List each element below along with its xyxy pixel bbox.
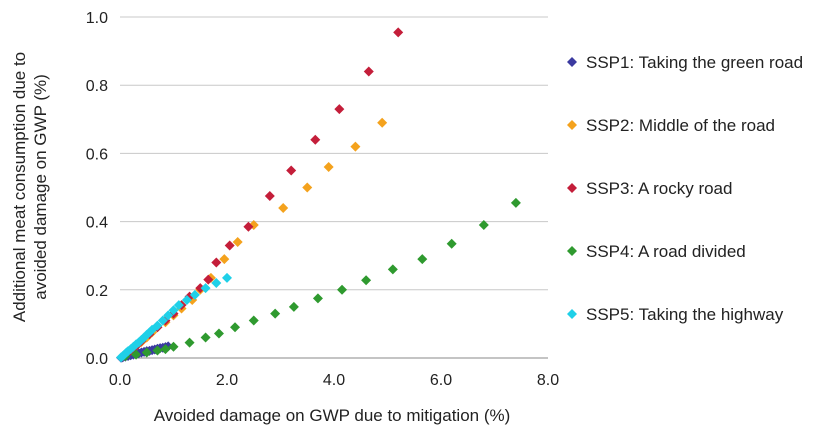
legend-item-ssp2: SSP2: Middle of the road xyxy=(567,116,775,135)
x-axis-title: Avoided damage on GWP due to mitigation … xyxy=(154,406,511,425)
gridlines xyxy=(120,16,548,291)
y-tick-label: 0.2 xyxy=(86,283,108,300)
data-point xyxy=(189,289,200,300)
y-tick-label: 1.0 xyxy=(86,10,108,27)
x-tick-labels: 0.0 2.0 4.0 6.0 8.0 xyxy=(109,372,559,389)
data-point xyxy=(173,300,184,311)
data-point xyxy=(302,182,313,193)
data-point xyxy=(510,197,521,208)
data-points xyxy=(116,27,521,363)
data-point xyxy=(219,254,230,265)
legend-label: SSP3: A rocky road xyxy=(586,179,732,198)
y-axis-title-line-2: avoided damage on GWP (%) xyxy=(31,74,50,300)
series-ssp3 xyxy=(117,27,404,362)
data-point xyxy=(377,117,388,128)
legend-item-ssp5: SSP5: Taking the highway xyxy=(567,305,784,324)
data-point xyxy=(222,272,232,283)
data-point xyxy=(152,345,163,356)
data-point xyxy=(310,134,321,145)
y-tick-label: 0.4 xyxy=(86,215,108,232)
data-point xyxy=(232,237,243,248)
data-point xyxy=(363,66,374,77)
y-axis-title-line-1: Additional meat consumption due to xyxy=(10,52,29,322)
data-point xyxy=(224,240,235,251)
data-point xyxy=(478,220,489,231)
data-point xyxy=(286,165,297,176)
data-point xyxy=(181,295,192,306)
data-point xyxy=(393,27,404,38)
x-tick-label: 4.0 xyxy=(323,372,345,389)
legend-item-ssp4: SSP4: A road divided xyxy=(567,242,746,261)
data-point xyxy=(270,308,281,319)
legend-item-ssp1: SSP1: Taking the green road xyxy=(567,53,803,72)
data-point xyxy=(334,104,345,115)
data-point xyxy=(200,283,211,294)
x-tick-label: 6.0 xyxy=(430,372,452,389)
legend-item-ssp3: SSP3: A rocky road xyxy=(567,179,732,198)
data-point xyxy=(387,264,398,275)
data-point xyxy=(243,221,254,232)
x-tick-label: 0.0 xyxy=(109,372,131,389)
data-point xyxy=(230,322,241,333)
y-axis-title: Additional meat consumption due to avoid… xyxy=(10,52,50,322)
data-point xyxy=(312,293,323,304)
x-tick-label: 8.0 xyxy=(537,372,559,389)
legend-label: SSP2: Middle of the road xyxy=(586,116,775,135)
data-point xyxy=(278,202,289,213)
data-point xyxy=(168,341,179,352)
legend-marker xyxy=(567,57,577,67)
data-point xyxy=(131,349,142,360)
data-point xyxy=(417,254,428,265)
legend-label: SSP1: Taking the green road xyxy=(586,53,803,72)
legend-label: SSP5: Taking the highway xyxy=(586,305,784,324)
y-tick-label: 0.6 xyxy=(86,146,108,163)
data-point xyxy=(157,315,168,326)
data-point xyxy=(195,283,206,294)
data-point xyxy=(361,275,372,286)
legend-marker xyxy=(567,246,577,256)
data-point xyxy=(350,141,361,152)
y-tick-labels: 0.0 0.2 0.4 0.6 0.8 1.0 xyxy=(86,10,108,368)
legend-marker xyxy=(567,183,577,193)
data-point xyxy=(248,315,259,326)
data-point xyxy=(323,162,334,173)
series-ssp5 xyxy=(116,272,232,363)
legend-marker xyxy=(567,120,577,130)
y-tick-label: 0.8 xyxy=(86,78,108,95)
legend-label: SSP4: A road divided xyxy=(586,242,746,261)
data-point xyxy=(446,238,457,249)
y-tick-label: 0.0 xyxy=(86,351,108,368)
data-point xyxy=(152,320,163,331)
data-point xyxy=(168,305,179,316)
x-tick-label: 2.0 xyxy=(216,372,238,389)
data-point xyxy=(211,257,222,268)
data-point xyxy=(213,328,224,339)
data-point xyxy=(184,337,195,348)
data-point xyxy=(337,284,348,295)
legend: SSP1: Taking the green road SSP2: Middle … xyxy=(567,53,803,324)
data-point xyxy=(200,332,211,343)
data-point xyxy=(211,277,222,288)
data-point xyxy=(288,301,299,312)
data-point xyxy=(264,191,275,202)
data-point xyxy=(160,344,171,355)
data-point xyxy=(203,274,214,285)
legend-marker xyxy=(567,309,577,319)
series-ssp4 xyxy=(120,197,521,362)
data-point xyxy=(141,347,152,358)
data-point xyxy=(163,310,174,321)
